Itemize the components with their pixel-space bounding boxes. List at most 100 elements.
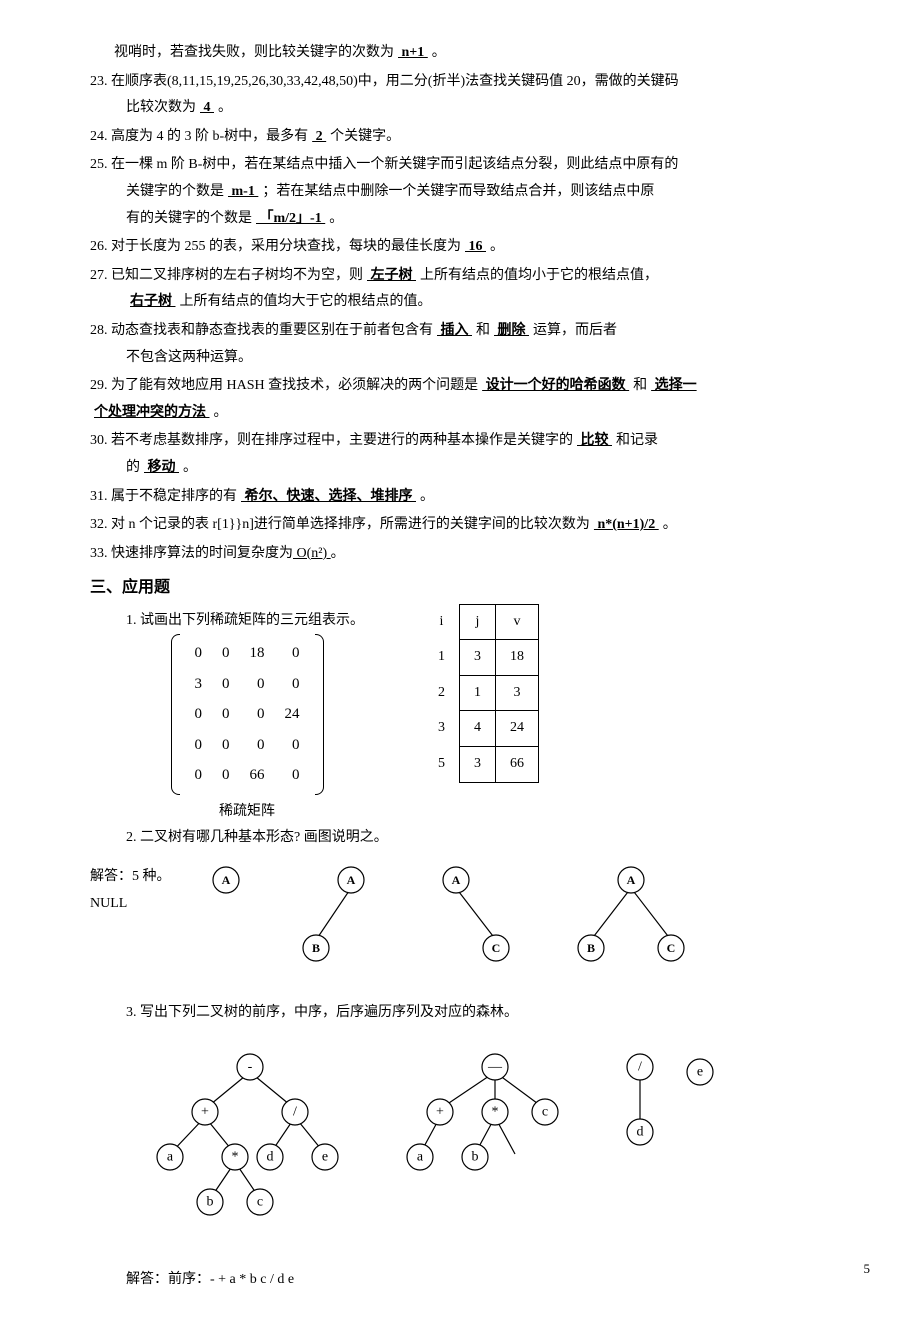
q30-blank1: 比较 (573, 433, 616, 448)
q26-text: 26. 对于长度为 255 的表，采用分块查找，每块的最佳长度为 (90, 239, 461, 254)
svg-text:*: * (492, 1104, 499, 1119)
matrix-cell: 3 (185, 669, 213, 700)
section3-title: 三、应用题 (90, 573, 850, 603)
q32-blank: n*(n+1)/2 (590, 517, 663, 532)
svg-text:d: d (637, 1124, 644, 1139)
tree-shape-4: A B C (561, 860, 701, 980)
svg-text:A: A (626, 873, 635, 887)
q22-cont: 视哨时，若查找失败，则比较关键字的次数为 n+1 。 (90, 40, 850, 67)
svg-text:+: + (436, 1104, 444, 1119)
page-number: 5 (864, 1257, 871, 1282)
matrix-cell: 0 (275, 669, 310, 700)
q23-blank: 4 (196, 100, 218, 115)
q31-blank: 希尔、快速、选择、堆排序 (237, 489, 420, 504)
svg-text:A: A (451, 873, 460, 887)
matrix-cell: 18 (240, 638, 275, 669)
matrix-cell: 0 (185, 638, 213, 669)
svg-text:a: a (417, 1149, 424, 1164)
triple-cell: 2 (424, 675, 460, 711)
svg-text:c: c (257, 1194, 263, 1209)
q30-a: 30. 若不考虑基数排序，则在排序过程中，主要进行的两种基本操作是关键字的 (90, 433, 573, 448)
q3-answer: 解答：前序：- + a * b c / d e (90, 1267, 850, 1294)
q28-blank1: 插入 (433, 323, 476, 338)
q25-a: 25. 在一棵 m 阶 B-树中，若在某结点中插入一个新关键字而引起该结点分裂，… (90, 157, 678, 172)
matrix-cell: 0 (185, 699, 213, 730)
q28: 28. 动态查找表和静态查找表的重要区别在于前者包含有 插入 和 删除 运算，而… (90, 318, 850, 371)
q29: 29. 为了能有效地应用 HASH 查找技术，必须解决的两个问题是 设计一个好的… (90, 373, 850, 426)
matrix-cell: 0 (275, 730, 310, 761)
matrix-cell: 24 (275, 699, 310, 730)
triple-cell: 3 (496, 675, 539, 711)
q30-blank2: 移动 (140, 460, 183, 475)
q28-b: 运算，而后者 (533, 323, 617, 338)
tree-shape-2: A B (281, 860, 391, 980)
svg-text:a: a (167, 1149, 174, 1164)
triple-cell: 66 (496, 747, 539, 783)
svg-text:+: + (201, 1104, 209, 1119)
svg-text:b: b (207, 1194, 214, 1209)
q33: 33. 快速排序算法的时间复杂度为 O(n²) 。 (90, 541, 850, 568)
q25-b: 关键字的个数是 (126, 184, 224, 199)
q25-d: 有的关键字的个数是 (126, 211, 252, 226)
svg-text:*: * (232, 1149, 239, 1164)
q1-text: 1. 试画出下列稀疏矩阵的三元组表示。 (90, 608, 364, 635)
q25-c: ；若在某结点中删除一个关键字而导致结点合并，则该结点中原 (262, 184, 654, 199)
q3-text: 3. 写出下列二叉树的前序，中序，后序遍历序列及对应的森林。 (90, 1000, 850, 1027)
q29-mid: 和 (633, 378, 647, 393)
triple-cell: 1 (424, 640, 460, 676)
svg-text:B: B (311, 941, 319, 955)
matrix-cell: 0 (240, 699, 275, 730)
matrix-cell: 0 (240, 730, 275, 761)
triple-cell: 18 (496, 640, 539, 676)
q33-text: 33. 快速排序算法的时间复杂度为 (90, 546, 293, 561)
expr-tree-right: / d e (610, 1047, 730, 1177)
app-q1: 1. 试画出下列稀疏矩阵的三元组表示。 00180300000024000000… (90, 608, 850, 826)
q27: 27. 已知二叉排序树的左右子树均不为空，则 左子树 上所有结点的值均小于它的根… (90, 263, 850, 316)
q33-blank: O(n²) (293, 546, 331, 561)
q29-b: 个处理冲突的方法 (90, 405, 214, 420)
matrix-cell: 0 (275, 760, 310, 791)
app-q2: 2. 二叉树有哪几种基本形态? 画图说明之。 解答：5 种。 NULL A A … (90, 825, 850, 980)
q23-text: 23. 在顺序表(8,11,15,19,25,26,30,33,42,48,50… (90, 74, 679, 89)
q23-text2: 比较次数为 (126, 100, 196, 115)
app-q3: 3. 写出下列二叉树的前序，中序，后序遍历序列及对应的森林。 - + / a *… (90, 1000, 850, 1293)
q29-blank1: 设计一个好的哈希函数 (478, 378, 633, 393)
q24-blank: 2 (308, 129, 330, 144)
q28-a: 28. 动态查找表和静态查找表的重要区别在于前者包含有 (90, 323, 433, 338)
q26-blank: 16 (461, 239, 490, 254)
svg-text:c: c (542, 1104, 548, 1119)
q23: 23. 在顺序表(8,11,15,19,25,26,30,33,42,48,50… (90, 69, 850, 122)
svg-text:C: C (491, 941, 500, 955)
q30-mid: 和记录 (616, 433, 658, 448)
tree-shape-1: A (201, 860, 251, 960)
svg-text:A: A (221, 873, 230, 887)
q31-text: 31. 属于不稳定排序的有 (90, 489, 237, 504)
svg-text:/: / (293, 1104, 297, 1119)
svg-text:-: - (248, 1059, 253, 1074)
q24-text: 24. 高度为 4 的 3 阶 b-树中，最多有 (90, 129, 308, 144)
svg-text:b: b (472, 1149, 479, 1164)
q30-b: 的 (126, 460, 140, 475)
matrix-cell: 66 (240, 760, 275, 791)
q27-c: 上所有结点的值均大于它的根结点的值。 (180, 294, 432, 309)
q30: 30. 若不考虑基数排序，则在排序过程中，主要进行的两种基本操作是关键字的 比较… (90, 428, 850, 481)
matrix-cell: 0 (185, 730, 213, 761)
triple-cell: 3 (460, 640, 496, 676)
q32: 32. 对 n 个记录的表 r[1}}n]进行简单选择排序，所需进行的关键字间的… (90, 512, 850, 539)
q25-blank1: m-1 (224, 184, 262, 199)
matrix-cell: 0 (212, 638, 240, 669)
q27-blank2: 右子树 (126, 294, 180, 309)
triple-cell: 3 (424, 711, 460, 747)
matrix-cell: 0 (212, 669, 240, 700)
q27-b: 上所有结点的值均小于它的根结点值， (420, 268, 658, 283)
sparse-matrix: 00180300000024000000660 (171, 634, 324, 795)
svg-text:C: C (666, 941, 675, 955)
matrix-cell: 0 (212, 730, 240, 761)
triple-table: ijv131821334245366 (424, 604, 539, 783)
q29-a: 29. 为了能有效地应用 HASH 查找技术，必须解决的两个问题是 (90, 378, 478, 393)
q2-answer: 解答：5 种。 (90, 864, 171, 891)
matrix-caption: 稀疏矩阵 (219, 799, 275, 826)
matrix-cell: 0 (212, 699, 240, 730)
svg-text:e: e (697, 1064, 703, 1079)
triple-cell: 24 (496, 711, 539, 747)
